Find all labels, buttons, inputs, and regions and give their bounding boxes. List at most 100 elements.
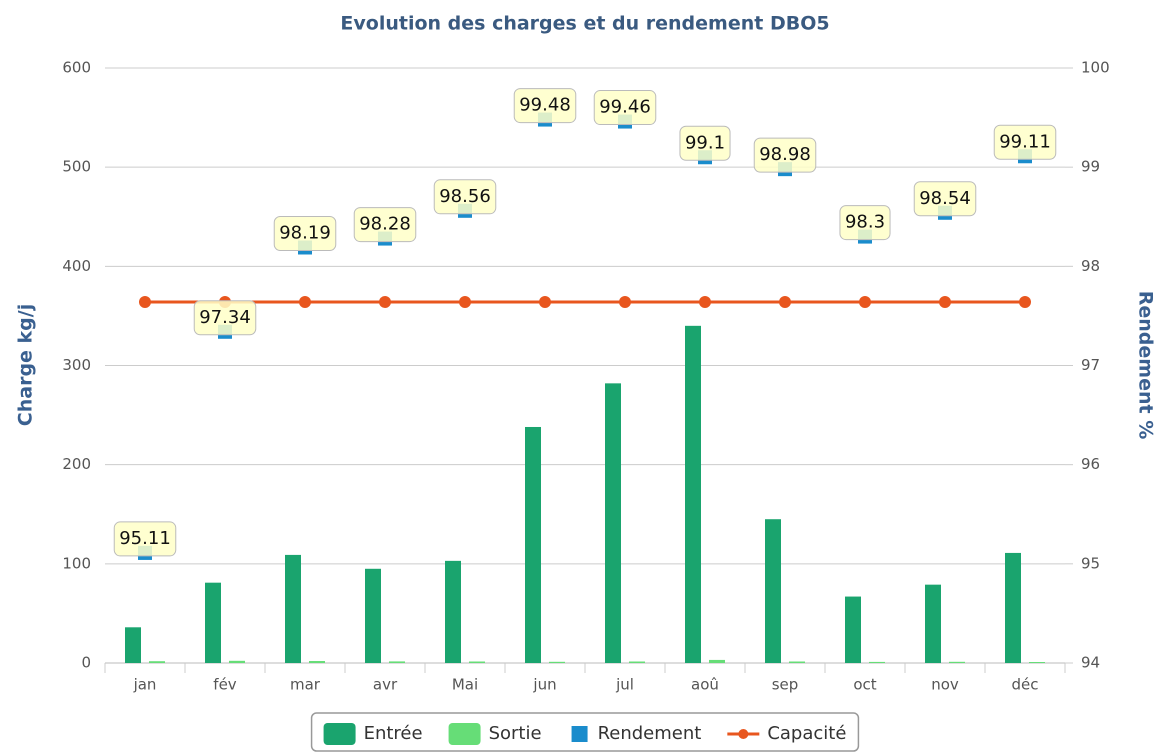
y2-tick-label: 95	[1081, 554, 1100, 572]
data-label: 98.19	[273, 215, 337, 251]
bar	[1029, 662, 1045, 663]
y2-tick-label: 100	[1081, 59, 1110, 77]
bar	[445, 560, 461, 663]
legend-label: Entrée	[364, 723, 423, 744]
data-label-text: 95.11	[119, 528, 171, 549]
line-point	[939, 296, 951, 309]
data-label: 98.28	[353, 207, 417, 243]
x-tick-label: oct	[853, 676, 876, 694]
legend-item: Capacité	[727, 723, 846, 744]
y2-tick-label: 97	[1081, 356, 1100, 374]
x-tick-label: sep	[772, 676, 799, 694]
data-label-box	[993, 124, 1057, 160]
y-tick-label: 100	[62, 554, 91, 572]
data-label-box	[913, 181, 977, 217]
y2-tick-label: 96	[1081, 455, 1100, 473]
data-label-box	[753, 137, 817, 173]
line-point	[779, 296, 791, 309]
data-label-text: 98.19	[279, 222, 331, 243]
line-point	[619, 296, 631, 309]
y-tick-label: 400	[62, 257, 91, 275]
bar	[309, 661, 325, 663]
legend-swatch	[738, 729, 749, 739]
data-label: 98.56	[433, 179, 497, 215]
line-point	[459, 296, 471, 309]
line-point	[859, 296, 871, 309]
data-label-box	[113, 521, 177, 557]
x-tick-label: avr	[373, 676, 398, 694]
x-tick-label: mar	[290, 676, 321, 694]
x-tick-label: jan	[133, 676, 157, 694]
data-label: 99.48	[513, 88, 577, 124]
data-label: 99.11	[993, 124, 1057, 160]
data-label-text: 97.34	[199, 307, 251, 328]
bar	[285, 554, 301, 663]
x-tick-label: jul	[615, 676, 634, 694]
bar	[869, 661, 885, 663]
legend-swatch	[571, 726, 588, 742]
x-tick-label: nov	[931, 676, 959, 694]
legend-item: Entrée	[323, 723, 423, 745]
legend-swatch	[448, 723, 481, 745]
data-label: 98.54	[913, 181, 977, 217]
data-label-box	[839, 205, 891, 241]
data-label: 95.11	[113, 521, 177, 557]
data-label-box	[593, 90, 657, 126]
y-tick-label: 0	[81, 654, 91, 672]
data-label-text: 98.56	[439, 186, 491, 207]
data-label-box	[433, 179, 497, 215]
bar	[765, 519, 781, 663]
bar	[1005, 552, 1021, 663]
x-tick-label: déc	[1012, 676, 1039, 694]
data-label: 98.98	[753, 137, 817, 173]
bar	[709, 659, 725, 663]
data-label-box	[513, 88, 577, 124]
x-tick-label: Mai	[452, 676, 478, 694]
bar	[525, 426, 541, 663]
line-point	[379, 296, 391, 309]
bar	[845, 596, 861, 663]
y-tick-label: 600	[62, 59, 91, 77]
legend-swatch	[323, 723, 356, 745]
y-tick-label: 200	[62, 455, 91, 473]
bar	[605, 383, 621, 663]
line-point	[139, 296, 151, 309]
data-label-text: 98.28	[359, 214, 411, 235]
data-label: 98.3	[839, 205, 891, 241]
data-label-text: 99.48	[519, 95, 571, 116]
bar	[685, 325, 701, 663]
bar	[925, 584, 941, 663]
line-point	[539, 296, 551, 309]
legend-item: Sortie	[448, 723, 542, 745]
data-label-text: 99.1	[685, 132, 725, 153]
legend-item: Rendement	[571, 723, 702, 744]
line-point	[699, 296, 711, 309]
x-tick-label: fév	[213, 676, 237, 694]
legend: Entrée Sortie Rendement Capacité	[310, 712, 860, 752]
y2-tick-label: 94	[1081, 654, 1100, 672]
y-tick-label: 300	[62, 356, 91, 374]
bar	[949, 661, 965, 663]
data-label: 99.1	[679, 125, 731, 161]
data-label-box	[273, 215, 337, 251]
data-label-text: 99.11	[999, 131, 1051, 152]
x-tick-label: aoû	[691, 676, 719, 694]
bar	[365, 568, 381, 663]
bar	[549, 661, 565, 663]
line-point	[299, 296, 311, 309]
legend-label: Rendement	[598, 723, 702, 744]
x-tick-label: jun	[532, 676, 556, 694]
y2-axis-title: Rendement %	[1135, 291, 1157, 439]
y-axis-title: Charge kg/j	[15, 304, 37, 426]
data-label-text: 98.54	[919, 188, 971, 209]
data-label-text: 99.46	[599, 97, 651, 118]
y2-tick-label: 99	[1081, 158, 1100, 176]
bar	[469, 661, 485, 663]
bar	[629, 661, 645, 663]
chart-title: Evolution des charges et du rendement DB…	[340, 13, 829, 35]
bar	[205, 582, 221, 663]
bar	[389, 661, 405, 663]
data-label-box	[353, 207, 417, 243]
data-label-box	[193, 300, 257, 336]
